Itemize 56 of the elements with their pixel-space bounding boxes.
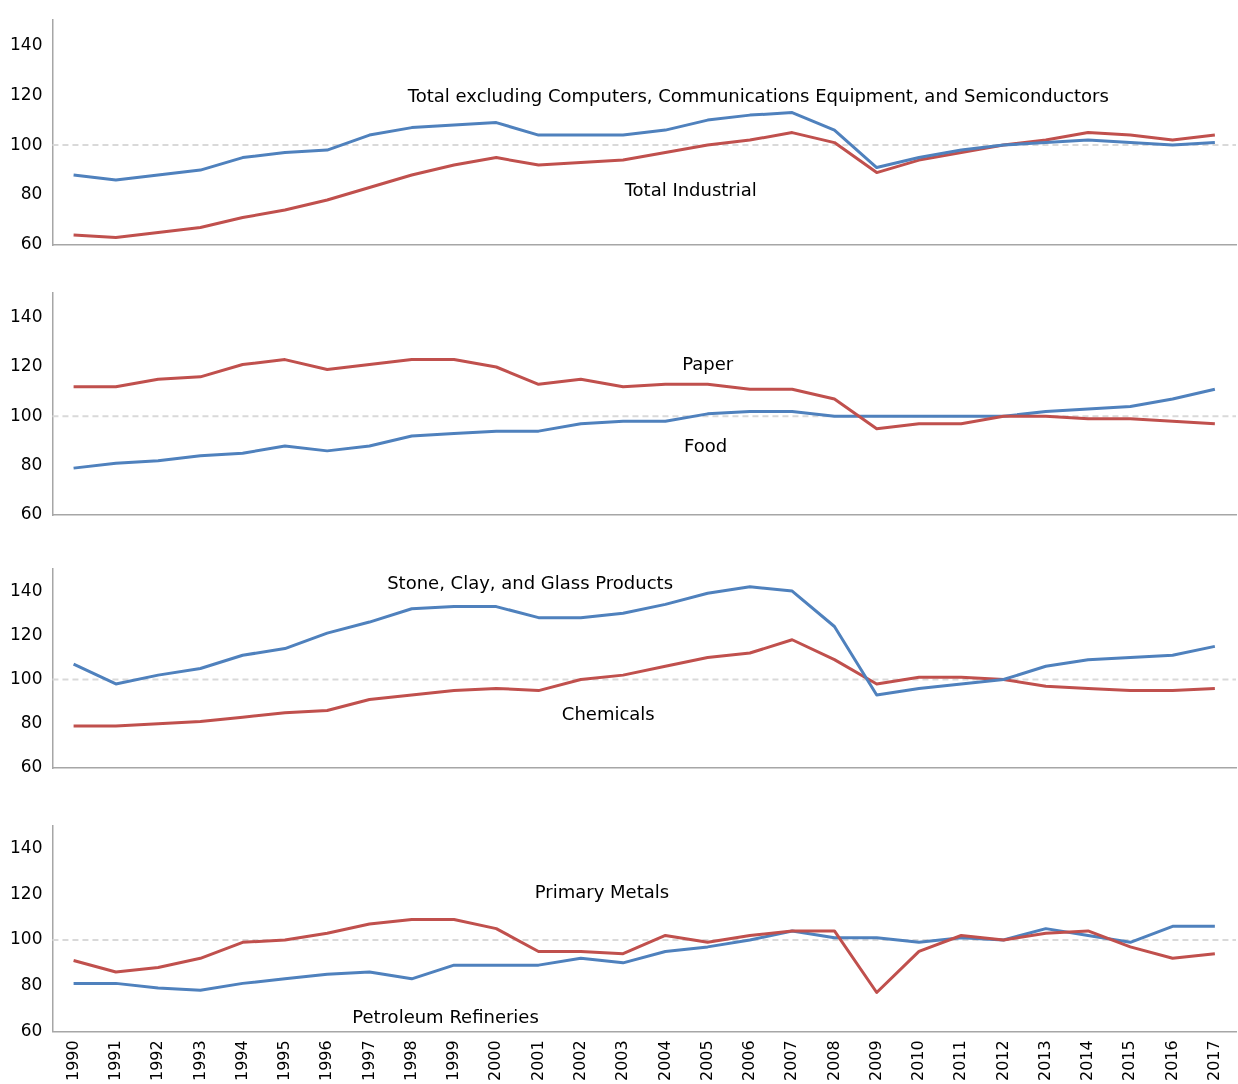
x-tick-label: 1994 xyxy=(231,1040,251,1081)
x-tick-label: 2008 xyxy=(823,1040,843,1081)
x-tick-label: 2006 xyxy=(739,1040,759,1081)
y-tick-label: 80 xyxy=(20,183,43,204)
y-tick-label: 140 xyxy=(9,33,43,54)
y-tick-label: 140 xyxy=(9,306,43,327)
series-label: Petroleum Refineries xyxy=(352,1006,539,1028)
y-tick-label: 120 xyxy=(9,623,43,644)
series-label: Paper xyxy=(682,353,734,375)
x-tick-label: 2015 xyxy=(1119,1040,1139,1081)
y-tick-label: 80 xyxy=(20,454,43,475)
y-tick-label: 120 xyxy=(9,355,43,376)
x-tick-label: 1990 xyxy=(62,1040,82,1081)
y-tick-label: 100 xyxy=(9,667,43,688)
series-label: Food xyxy=(683,434,728,456)
x-tick-label: 2016 xyxy=(1161,1040,1181,1081)
x-tick-label: 2011 xyxy=(950,1040,970,1081)
series-label: Total Industrial xyxy=(623,179,757,201)
y-tick-label: 60 xyxy=(20,233,43,254)
x-tick-label: 1991 xyxy=(105,1040,125,1081)
series-label: Stone, Clay, and Glass Products xyxy=(387,572,674,594)
x-tick-label: 2005 xyxy=(696,1040,716,1081)
x-tick-label: 2010 xyxy=(908,1040,928,1081)
x-tick-label: 1995 xyxy=(274,1040,294,1081)
x-tick-label: 2001 xyxy=(527,1040,547,1081)
series-label: Total excluding Computers, Communications Equipment, and Semiconductors xyxy=(406,85,1109,107)
y-tick-label: 140 xyxy=(9,837,43,858)
y-tick-label: 100 xyxy=(9,133,43,154)
x-tick-label: 1997 xyxy=(358,1040,378,1081)
y-tick-label: 140 xyxy=(9,579,43,600)
y-tick-label: 120 xyxy=(9,882,43,903)
y-tick-label: 60 xyxy=(20,756,43,777)
series-label: Primary Metals xyxy=(534,881,670,903)
y-tick-label: 120 xyxy=(9,83,43,104)
x-tick-label: 2002 xyxy=(569,1040,589,1081)
y-tick-label: 80 xyxy=(20,712,43,733)
series-label: Chemicals xyxy=(561,702,655,724)
x-tick-label: 2014 xyxy=(1077,1040,1097,1081)
x-tick-label: 1992 xyxy=(147,1040,167,1081)
x-tick-label: 2012 xyxy=(992,1040,1012,1081)
x-tick-label: 2009 xyxy=(865,1040,885,1081)
x-tick-label: 2004 xyxy=(654,1040,674,1081)
y-tick-label: 100 xyxy=(9,404,43,425)
y-tick-label: 80 xyxy=(20,974,43,995)
y-tick-label: 60 xyxy=(20,503,43,524)
x-tick-label: 2017 xyxy=(1204,1040,1224,1081)
x-tick-label: 1996 xyxy=(316,1040,336,1081)
y-tick-label: 60 xyxy=(20,1019,43,1040)
x-tick-label: 2007 xyxy=(781,1040,801,1081)
x-tick-label: 1998 xyxy=(400,1040,420,1081)
x-tick-label: 2003 xyxy=(612,1040,632,1081)
x-tick-label: 1993 xyxy=(189,1040,209,1081)
x-tick-label: 1999 xyxy=(443,1040,463,1081)
x-tick-label: 2000 xyxy=(485,1040,505,1081)
y-tick-label: 100 xyxy=(9,928,43,949)
x-tick-label: 2013 xyxy=(1034,1040,1054,1081)
